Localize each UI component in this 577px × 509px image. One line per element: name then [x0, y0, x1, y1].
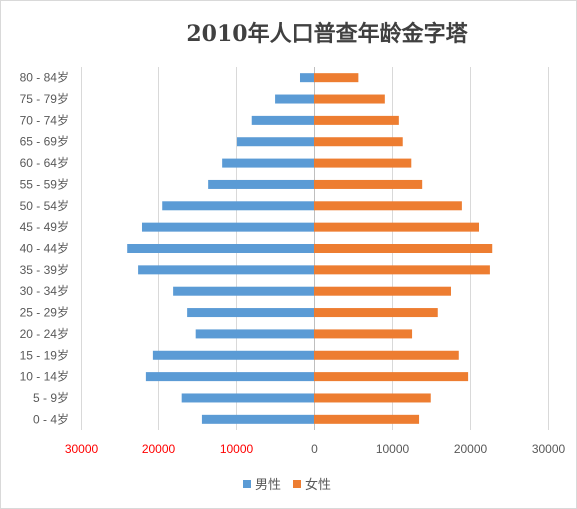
- x-tick-label: 10000: [220, 442, 254, 456]
- bar-female-10: [314, 201, 462, 211]
- bar-male-1: [181, 393, 314, 403]
- bar-male-9: [141, 222, 314, 232]
- category-label: 35 - 39岁: [20, 262, 69, 277]
- bar-male-3: [152, 350, 314, 360]
- bar-male-14: [251, 115, 314, 125]
- bar-male-13: [236, 137, 314, 147]
- bar-female-0: [314, 414, 420, 424]
- bar-male-6: [173, 286, 314, 296]
- bar-female-8: [314, 244, 493, 253]
- category-axis: 0 - 4岁 5 - 9岁 10 - 14岁 15 - 19岁 20 - 24岁 25 -…: [20, 70, 69, 427]
- chart-title: 2010年人口普查年龄金字塔: [186, 21, 468, 47]
- bar-female-3: [314, 350, 459, 360]
- bar-female-16: [314, 73, 359, 83]
- bar-male-4: [195, 329, 314, 339]
- category-label: 60 - 64岁: [20, 155, 69, 170]
- bar-female-12: [314, 158, 412, 168]
- category-label: 50 - 54岁: [20, 198, 69, 213]
- bar-female-5: [314, 308, 438, 318]
- bars: [127, 73, 493, 424]
- x-tick-label: 10000: [376, 442, 410, 456]
- bar-male-10: [162, 201, 314, 211]
- bar-male-5: [187, 308, 314, 318]
- bar-male-12: [222, 158, 314, 168]
- bar-female-14: [314, 115, 399, 125]
- category-label: 75 - 79岁: [20, 91, 69, 106]
- bar-male-8: [127, 244, 314, 253]
- x-tick-label: 30000: [65, 442, 99, 456]
- bar-male-0: [201, 414, 314, 424]
- category-label: 65 - 69岁: [20, 134, 69, 149]
- bar-female-2: [314, 372, 469, 382]
- category-label: 10 - 14岁: [20, 369, 69, 384]
- bar-male-11: [208, 179, 314, 189]
- category-label: 5 - 9岁: [33, 390, 69, 405]
- bar-male-2: [145, 372, 314, 382]
- category-label: 55 - 59岁: [20, 176, 69, 191]
- category-label: 70 - 74岁: [20, 112, 69, 127]
- value-axis: 30000 20000 10000 0 10000 20000 30000: [65, 442, 566, 456]
- category-label: 80 - 84岁: [20, 70, 69, 85]
- x-tick-label: 20000: [454, 442, 488, 456]
- bar-female-11: [314, 179, 423, 189]
- bar-female-13: [314, 137, 403, 147]
- bar-female-15: [314, 94, 385, 104]
- x-tick-label: 0: [311, 442, 318, 456]
- bar-male-16: [299, 73, 314, 83]
- bar-male-15: [275, 94, 314, 104]
- category-label: 0 - 4岁: [33, 411, 69, 426]
- x-tick-label: 30000: [532, 442, 566, 456]
- bar-female-1: [314, 393, 431, 403]
- category-label: 25 - 29岁: [20, 305, 69, 320]
- category-label: 40 - 44岁: [20, 241, 69, 256]
- legend-swatch-male: [243, 480, 251, 488]
- legend-swatch-female: [293, 480, 301, 488]
- bar-female-4: [314, 329, 413, 339]
- bar-female-7: [314, 265, 490, 275]
- category-label: 20 - 24岁: [20, 326, 69, 341]
- bar-female-9: [314, 222, 480, 232]
- legend: 男性 女性: [243, 477, 331, 492]
- legend-label-male: 男性: [255, 477, 281, 492]
- legend-label-female: 女性: [305, 477, 331, 492]
- bar-female-6: [314, 286, 451, 296]
- bar-male-7: [138, 265, 314, 275]
- category-label: 30 - 34岁: [20, 283, 69, 298]
- x-tick-label: 20000: [142, 442, 176, 456]
- category-label: 15 - 19岁: [20, 347, 69, 362]
- category-label: 45 - 49岁: [20, 219, 69, 234]
